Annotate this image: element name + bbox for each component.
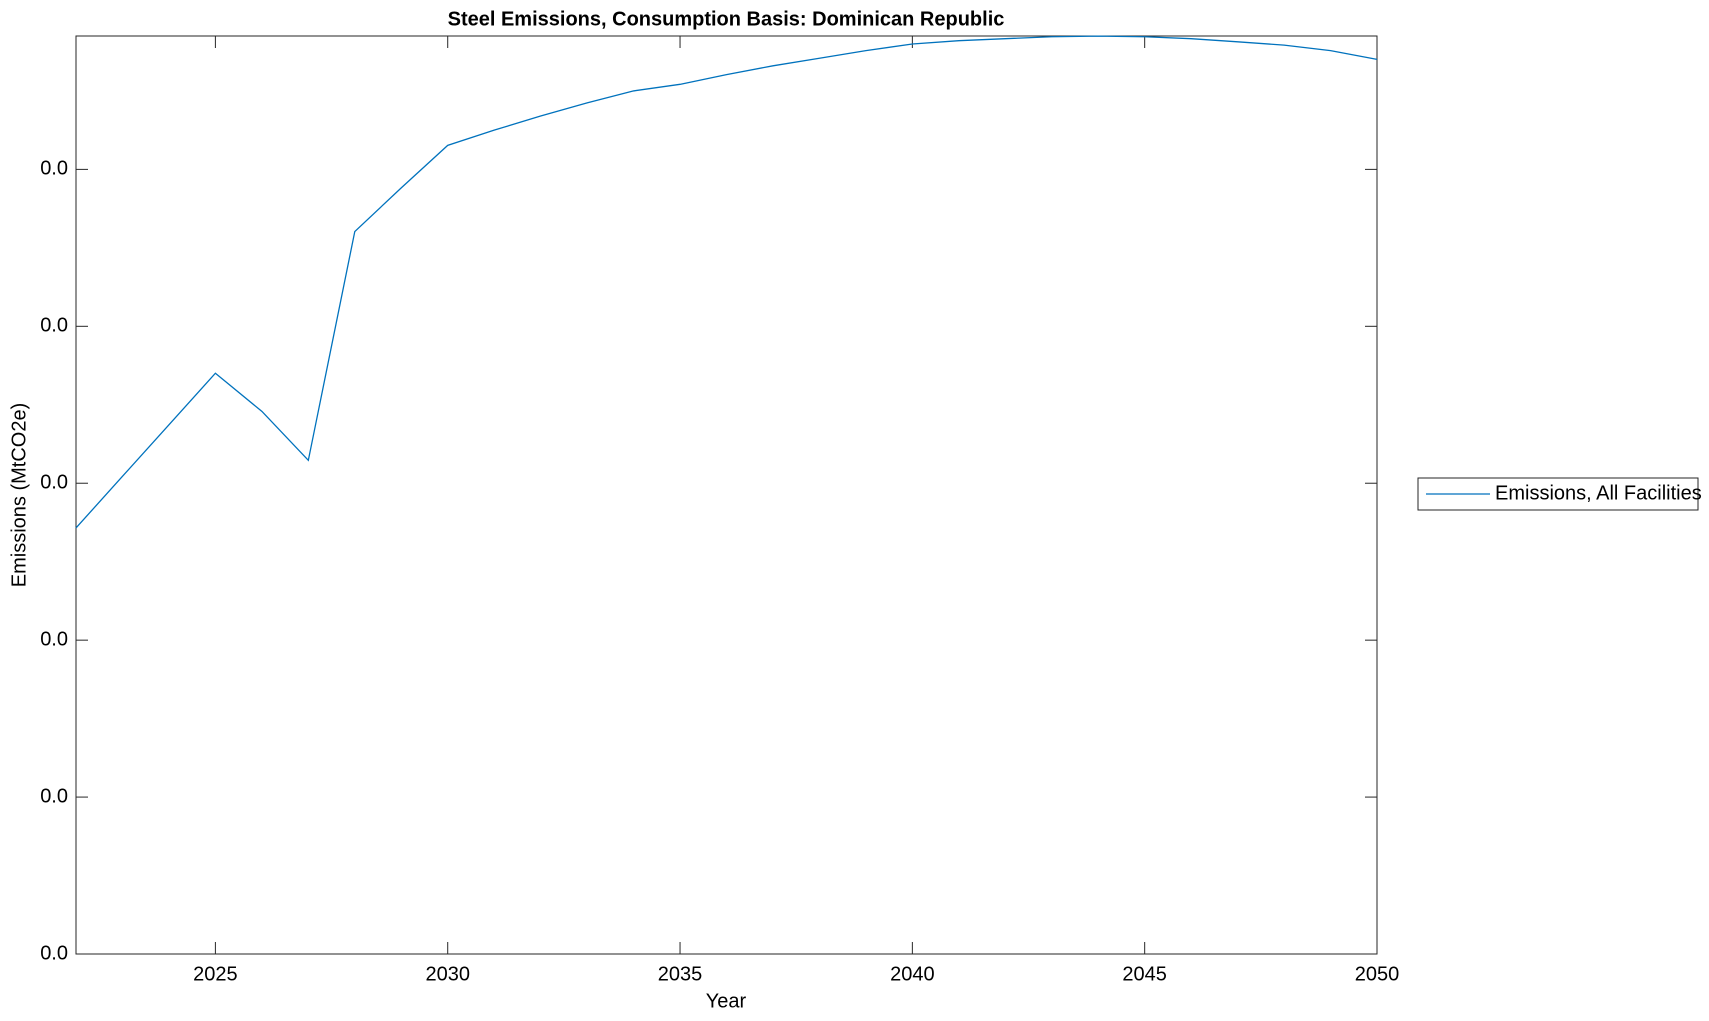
y-tick-label: 0.0 [40, 785, 68, 807]
x-tick-label: 2040 [890, 963, 935, 985]
x-tick-label: 2030 [425, 963, 470, 985]
legend-label: Emissions, All Facilities [1495, 482, 1702, 504]
x-tick-label: 2025 [193, 963, 238, 985]
plot-frame [75, 35, 1378, 955]
chart-title: Steel Emissions, Consumption Basis: Domi… [448, 8, 1005, 30]
y-tick-label: 0.0 [40, 158, 68, 180]
y-tick-label: 0.0 [40, 315, 68, 337]
y-tick-label: 0.0 [40, 472, 68, 494]
y-tick-label: 0.0 [40, 942, 68, 964]
x-axis-label: Year [706, 990, 747, 1012]
y-axis-label: Emissions (MtCO2e) [8, 403, 30, 587]
x-tick-label: 2035 [658, 963, 703, 985]
data-line [75, 35, 1378, 529]
x-tick-label: 2045 [1122, 963, 1167, 985]
y-tick-label: 0.0 [40, 628, 68, 650]
x-tick-label: 2050 [1355, 963, 1400, 985]
